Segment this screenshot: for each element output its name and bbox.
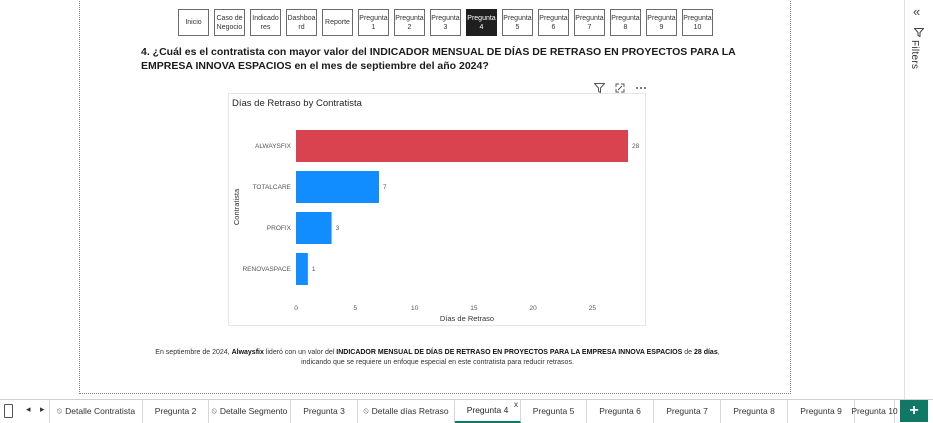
page-tab-label: Detalle Segmento <box>219 406 288 416</box>
nav-button-8[interactable]: Pregunta 3 <box>430 9 461 36</box>
nav-button-10[interactable]: Pregunta 5 <box>502 9 533 36</box>
category-label: PROFIX <box>267 225 292 232</box>
double-chevron-left-icon[interactable]: « <box>913 4 921 19</box>
summary-text: En septiembre de 2024, Alwaysfix lideró … <box>150 348 725 368</box>
x-tick-label: 5 <box>353 305 357 312</box>
data-label: 28 <box>632 143 640 150</box>
page-tab-2[interactable]: Pregunta 2 <box>143 399 209 423</box>
category-label: ALWAYSFIX <box>255 143 292 150</box>
hidden-page-icon: ⦸ <box>56 406 63 415</box>
category-label: TOTALCARE <box>253 184 292 191</box>
page-tab-5[interactable]: ⦸ Detalle días Retraso <box>358 399 455 423</box>
page-tab-11[interactable]: Pregunta 9 <box>788 399 855 423</box>
bar-totalcare[interactable] <box>296 171 379 203</box>
summary-de: de <box>682 349 694 356</box>
nav-button-11[interactable]: Pregunta 6 <box>538 9 569 36</box>
visual-header <box>594 83 647 93</box>
page-tab-10[interactable]: Pregunta 8 <box>721 399 788 423</box>
x-tick-label: 25 <box>589 305 597 312</box>
nav-button-5[interactable]: Reporte <box>322 9 353 36</box>
nav-button-15[interactable]: Pregunta 10 <box>682 9 713 36</box>
filter-icon[interactable] <box>594 83 605 93</box>
page-tab-label: Pregunta 6 <box>599 406 641 416</box>
nav-button-14[interactable]: Pregunta 9 <box>646 9 677 36</box>
page-tab-1[interactable]: ⦸ Detalle Contratista <box>50 399 143 423</box>
data-label: 3 <box>336 225 340 232</box>
focus-mode-icon[interactable] <box>615 83 625 93</box>
nav-button-7[interactable]: Pregunta 2 <box>394 9 425 36</box>
hidden-page-icon: ⦸ <box>211 406 217 415</box>
page-tab-7[interactable]: Pregunta 5 <box>521 399 587 423</box>
data-label: 1 <box>312 266 316 273</box>
summary-post: , indicando que se requiere un enfoque e… <box>301 349 720 366</box>
page-tab-label: Detalle días Retraso <box>371 406 449 416</box>
summary-indicator: INDICADOR MENSUAL DE DÍAS DE RETRASO EN … <box>336 349 683 356</box>
page-tab-4[interactable]: Pregunta 3 <box>291 399 358 423</box>
summary-pre: En septiembre de 2024, <box>155 349 232 356</box>
add-page-button[interactable]: + <box>900 400 928 422</box>
page-tab-label: Pregunta 9 <box>800 406 842 416</box>
prev-tab-icon[interactable]: ◂ <box>26 403 31 414</box>
filter-pane-icon <box>913 24 925 42</box>
page-tab-label: Pregunta 10 <box>851 406 898 416</box>
question-heading: 4. ¿Cuál es el contratista con mayor val… <box>141 46 736 72</box>
x-tick-label: 0 <box>294 305 298 312</box>
page-tab-8[interactable]: Pregunta 6 <box>587 399 654 423</box>
page-view-icon[interactable] <box>4 403 13 418</box>
summary-mid: lideró con un valor del <box>263 349 337 356</box>
close-tab-icon[interactable]: x <box>514 399 518 409</box>
nav-button-9[interactable]: Pregunta 4 <box>466 9 497 36</box>
x-tick-label: 20 <box>530 305 538 312</box>
x-tick-label: 15 <box>470 305 478 312</box>
page-tab-label: Pregunta 3 <box>303 406 345 416</box>
page-tab-label: Detalle Contratista <box>65 406 136 416</box>
category-label: RENOVASPACE <box>242 266 291 273</box>
y-axis-label: Contratista <box>232 188 241 225</box>
x-axis-label: Días de Retraso <box>440 314 494 323</box>
bar-chart-visual[interactable]: Días de Retraso by Contratista Contratist… <box>228 93 646 326</box>
x-tick-label: 10 <box>411 305 419 312</box>
bar-renovaspace[interactable] <box>296 253 308 285</box>
summary-contractor: Alwaysfix <box>231 349 264 356</box>
page-tab-label: Pregunta 4 <box>466 405 509 415</box>
page-navigation: Inicio Caso de Negocio Indicado res Dashboa… <box>178 9 713 36</box>
nav-button-1[interactable]: Inicio <box>178 9 209 36</box>
nav-button-12[interactable]: Pregunta 7 <box>574 9 605 36</box>
chart-title: Días de Retraso by Contratista <box>232 98 363 109</box>
summary-days: 28 días <box>693 349 718 356</box>
page-tab-label: Pregunta 8 <box>733 406 775 416</box>
page-tab-label: Pregunta 2 <box>154 406 197 416</box>
page-tab-label: Pregunta 5 <box>532 406 575 416</box>
hidden-page-icon: ⦸ <box>363 406 369 415</box>
bar-alwaysfix[interactable] <box>296 130 628 162</box>
next-tab-icon[interactable]: ▸ <box>40 403 45 414</box>
nav-button-3[interactable]: Indicado res <box>250 9 281 36</box>
page-tab-6[interactable]: Pregunta 4 x <box>455 399 521 423</box>
bar-profix[interactable] <box>296 212 332 244</box>
more-options-icon[interactable] <box>635 86 647 90</box>
bar-chart: Días de Retraso by Contratista Contratist… <box>232 98 640 323</box>
page-tab-12[interactable]: Pregunta 10 <box>851 399 898 423</box>
nav-button-2[interactable]: Caso de Negocio <box>214 9 245 36</box>
page-tab-bar: ◂ ▸ ⦸ Detalle Contratista Pregunta 2 ⦸ Detal… <box>0 399 933 423</box>
data-label: 7 <box>383 184 387 191</box>
nav-button-13[interactable]: Pregunta 8 <box>610 9 641 36</box>
tab-controls: ◂ ▸ <box>0 399 50 423</box>
nav-button-4[interactable]: Dashboa rd <box>286 9 317 36</box>
page-tab-3[interactable]: ⦸ Detalle Segmento <box>209 399 291 423</box>
report-canvas <box>79 0 791 394</box>
page-tabs: ⦸ Detalle Contratista Pregunta 2 ⦸ Detalle S… <box>50 399 899 423</box>
filters-pane[interactable]: « Filters <box>904 0 933 400</box>
nav-button-6[interactable]: Pregunta 1 <box>358 9 389 36</box>
filters-label[interactable]: Filters <box>909 40 920 70</box>
page-tab-9[interactable]: Pregunta 7 <box>654 399 721 423</box>
page-tab-label: Pregunta 7 <box>666 406 708 416</box>
